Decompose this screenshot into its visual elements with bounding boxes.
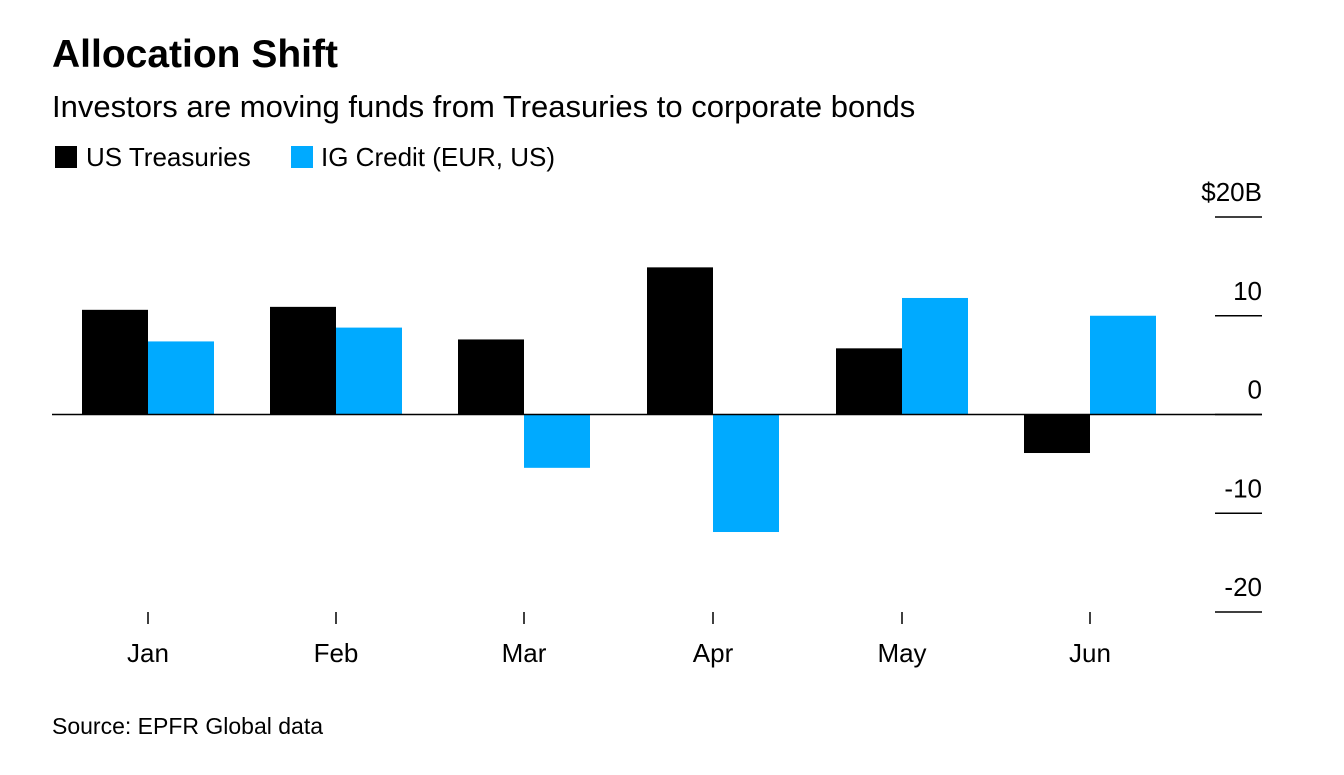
x-tick-label-feb: Feb [314,638,359,668]
y-tick-label: -10 [1224,473,1262,503]
bar-ig-credit-feb [336,327,402,415]
x-tick-label-apr: Apr [693,638,734,668]
bars [82,267,1156,533]
x-tick-label-jan: Jan [127,638,169,668]
bar-us-treasuries-may [836,348,902,415]
bar-ig-credit-may [902,297,968,415]
bar-us-treasuries-mar [458,339,524,415]
x-tick-label-mar: Mar [502,638,547,668]
bar-ig-credit-mar [524,414,590,468]
x-axis: Jan Feb Mar Apr May Jun [127,612,1111,668]
x-tick-label-may: May [877,638,926,668]
legend: US Treasuries IG Credit (EUR, US) [55,142,555,172]
x-tick-label-jun: Jun [1069,638,1111,668]
bar-ig-credit-apr [713,414,779,533]
bar-us-treasuries-apr [647,267,713,415]
bar-ig-credit-jun [1090,315,1156,415]
legend-swatch-us-treasuries [55,146,77,168]
source-note: Source: EPFR Global data [52,713,323,739]
chart-title: Allocation Shift [52,33,338,76]
y-tick-label: 0 [1248,375,1262,405]
legend-label-us-treasuries: US Treasuries [86,142,251,172]
bar-us-treasuries-feb [270,306,336,415]
y-tick-label: $20B [1201,177,1262,207]
bar-ig-credit-jan [148,341,214,415]
y-axis: $20B 10 0 -10 -20 [1201,177,1262,613]
y-tick-label: -20 [1224,572,1262,602]
y-tick-label: 10 [1233,276,1262,306]
bar-us-treasuries-jan [82,309,148,415]
legend-label-ig-credit: IG Credit (EUR, US) [321,142,555,172]
chart-subtitle: Investors are moving funds from Treasuri… [52,89,915,124]
bar-us-treasuries-jun [1024,414,1090,454]
legend-swatch-ig-credit [291,146,313,168]
